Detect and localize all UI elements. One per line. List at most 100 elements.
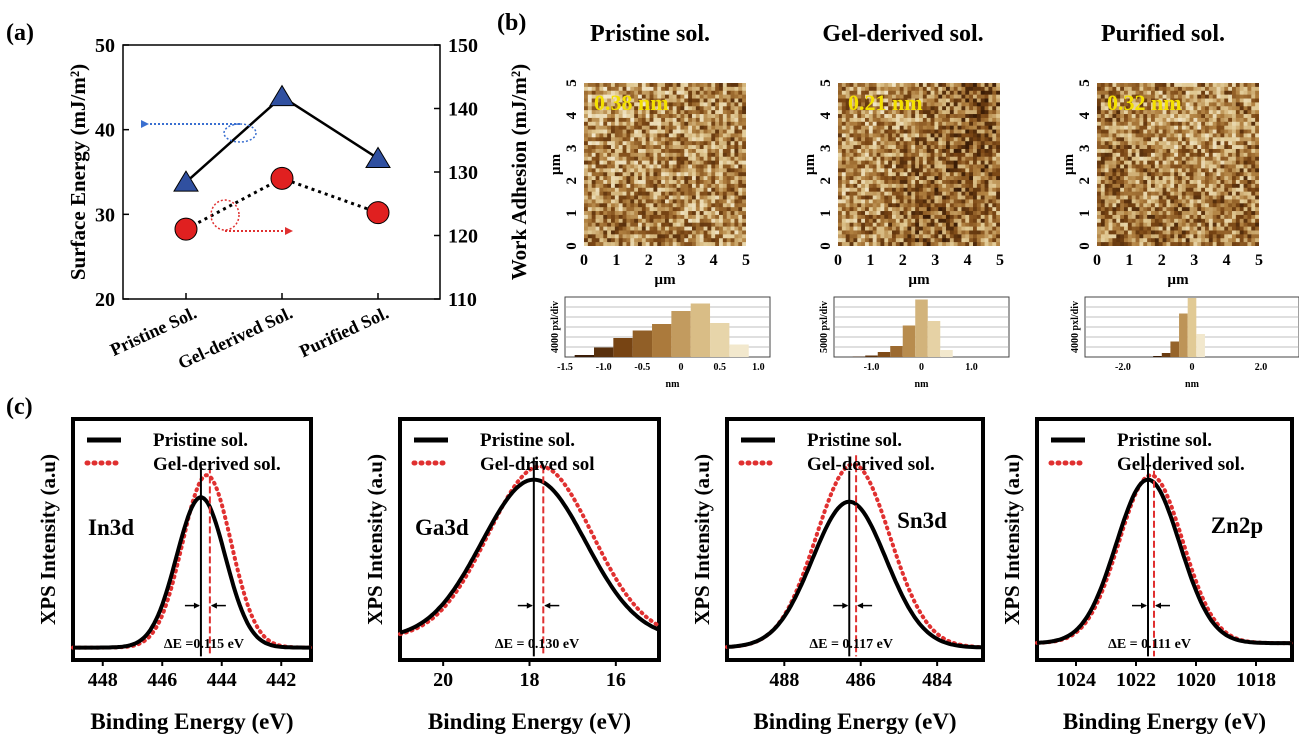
afm-pixel: [726, 152, 732, 158]
afm-pixel: [880, 222, 885, 228]
afm-pixel: [734, 187, 739, 193]
afm-pixel: [895, 148, 901, 154]
afm-pixel: [841, 187, 847, 193]
afm-pixel: [915, 121, 920, 127]
afm-pixel: [614, 180, 620, 185]
afm-pixel: [688, 106, 693, 111]
afm-pixel: [922, 117, 928, 123]
afm-pixel: [1135, 110, 1141, 115]
afm-pixel: [1193, 172, 1198, 177]
afm-image-title: Pristine sol.: [590, 21, 710, 47]
afm-pixel: [699, 117, 705, 123]
afm-pixel: [699, 129, 705, 135]
afm-pixel: [634, 106, 639, 111]
afm-pixel: [949, 129, 955, 135]
afm-pixel: [626, 133, 631, 138]
afm-pixel: [634, 94, 639, 100]
afm-pixel: [876, 129, 882, 135]
afm-pixel: [888, 176, 893, 181]
afm-pixel: [969, 110, 974, 115]
afm-pixel: [1166, 172, 1171, 177]
afm-pixel: [1166, 141, 1171, 146]
afm-pixel: [622, 164, 628, 169]
dotted-ellipse-icon: [223, 123, 257, 143]
afm-pixel: [719, 222, 724, 228]
afm-pixel: [1151, 148, 1156, 154]
afm-pixel: [868, 125, 874, 131]
afm-pixel: [730, 222, 736, 228]
afm-pixel: [976, 94, 982, 100]
afm-pixel: [849, 203, 855, 208]
afm-pixel: [587, 199, 593, 204]
afm-pixel: [1158, 94, 1164, 100]
afm-pixel: [942, 90, 947, 96]
afm-x-tick: 1: [866, 252, 874, 269]
afm-pixel: [1181, 141, 1187, 146]
afm-pixel: [1116, 110, 1121, 115]
afm-pixel: [676, 156, 682, 162]
afm-pixel: [711, 145, 716, 150]
afm-pixel: [587, 172, 593, 177]
afm-pixel: [892, 195, 897, 201]
afm-pixel: [638, 218, 643, 224]
afm-pixel: [587, 222, 593, 228]
afm-pixel: [961, 152, 966, 158]
afm-pixel: [1131, 121, 1137, 127]
afm-pixel: [738, 141, 743, 146]
afm-pixel: [1108, 199, 1114, 204]
afm-pixel: [1216, 187, 1222, 193]
afm-pixel: [946, 117, 951, 123]
afm-pixel: [1255, 187, 1259, 193]
afm-pixel: [1251, 98, 1256, 104]
afm-pixel: [903, 191, 909, 197]
afm-pixel: [1135, 176, 1141, 181]
afm-pixel: [1170, 203, 1175, 208]
afm-pixel: [587, 180, 593, 185]
afm-pixel: [880, 176, 885, 181]
afm-pixel: [1251, 168, 1256, 173]
afm-pixel: [692, 191, 697, 197]
afm-pixel: [1197, 203, 1202, 208]
afm-pixel: [946, 148, 951, 154]
afm-pixel: [1201, 125, 1206, 131]
afm-pixel: [641, 230, 647, 235]
afm-pixel: [707, 110, 712, 115]
afm-pixel: [699, 164, 705, 169]
afm-pixel: [726, 137, 732, 142]
afm-pixel: [630, 230, 635, 235]
afm-pixel: [876, 102, 882, 107]
afm-pixel: [622, 199, 628, 204]
afm-pixel: [865, 121, 870, 127]
afm-pixel: [699, 141, 705, 146]
afm-pixel: [661, 230, 666, 235]
afm-pixel: [938, 203, 943, 208]
afm-pixel: [976, 195, 982, 201]
afm-pixel: [853, 152, 858, 158]
afm-pixel: [1154, 168, 1160, 173]
afm-y-tick: 4: [818, 111, 834, 119]
afm-pixel: [1193, 129, 1198, 135]
afm-pixel: [665, 222, 670, 228]
afm-pixel: [684, 114, 689, 119]
afm-pixel: [1097, 180, 1102, 185]
afm-pixel: [942, 226, 947, 232]
afm-pixel: [719, 145, 724, 150]
afm-pixel: [984, 98, 990, 104]
afm-pixel: [599, 86, 604, 92]
afm-pixel: [599, 133, 604, 138]
afm-pixel: [1181, 98, 1187, 104]
afm-pixel: [841, 125, 847, 131]
afm-pixel: [949, 183, 955, 189]
afm-pixel: [1151, 168, 1156, 173]
afm-pixel: [630, 117, 635, 123]
afm-pixel: [980, 160, 986, 166]
afm-pixel: [699, 148, 705, 154]
afm-pixel: [722, 207, 728, 212]
afm-pixel: [587, 125, 593, 131]
afm-pixel: [857, 191, 862, 197]
afm-pixel: [988, 183, 993, 189]
afm-pixel: [903, 98, 909, 104]
afm-pixel: [1154, 156, 1160, 162]
afm-pixel: [1181, 117, 1187, 123]
